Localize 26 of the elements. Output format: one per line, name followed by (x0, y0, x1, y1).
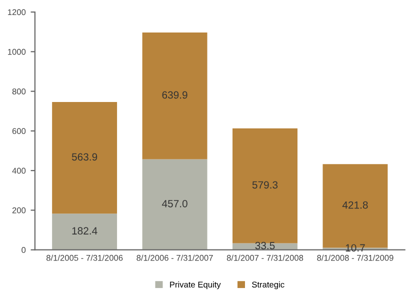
bar (142, 159, 208, 250)
bar (232, 128, 298, 244)
data-label: 639.9 (162, 91, 188, 99)
legend-label: Strategic (252, 281, 284, 290)
data-label: 457.0 (162, 200, 188, 208)
y-tick-label: 0 (22, 247, 26, 253)
x-tick-label: 8/1/2007 - 7/31/2008 (226, 254, 304, 261)
bar (232, 243, 298, 250)
y-tick-label: 200 (12, 207, 26, 214)
x-tick-label: 8/1/2006 - 7/31/2007 (136, 254, 213, 261)
data-label: 33.5 (255, 242, 275, 250)
y-tick-label: 400 (12, 168, 26, 174)
legend-label: Private Equity (170, 281, 221, 290)
bar (52, 102, 118, 214)
bar (142, 32, 208, 160)
data-label: 579.3 (252, 181, 278, 189)
bar (52, 214, 118, 250)
y-tick-label: 600 (12, 128, 26, 134)
x-tick-label: 8/1/2005 - 7/31/2006 (46, 254, 123, 261)
y-tick-label: 1000 (8, 48, 26, 55)
y-tick-label: 800 (12, 88, 26, 94)
y-tick-label: 1200 (8, 9, 26, 16)
data-label: 182.4 (72, 227, 98, 235)
data-label: 563.9 (72, 153, 98, 161)
data-label: 421.8 (342, 201, 368, 209)
x-tick-label: 8/1/2008 - 7/31/2009 (317, 254, 394, 261)
